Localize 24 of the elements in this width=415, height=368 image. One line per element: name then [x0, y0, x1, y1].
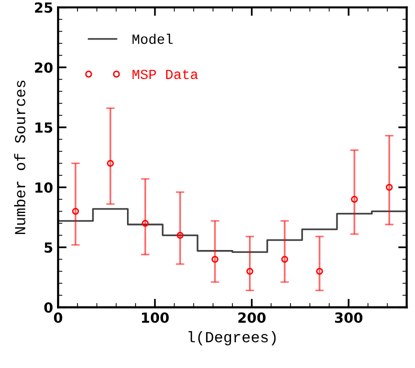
x-tick-label: 200 [238, 312, 266, 323]
y-tick-label: 15 [35, 122, 52, 133]
x-tick-label: 0 [54, 312, 62, 323]
x-tick-label: 100 [142, 312, 169, 323]
point [211, 256, 218, 263]
point [72, 208, 80, 215]
y-tick-label: 0 [44, 302, 53, 313]
x-tick-label: 300 [335, 312, 362, 323]
y-tick-label: 25 [35, 2, 52, 13]
x-axis-title: l(Degrees) [188, 331, 276, 346]
y-tick-label: 10 [35, 182, 53, 193]
point [106, 160, 114, 167]
point [386, 184, 393, 191]
point [142, 220, 149, 227]
legend-label: MSP Data [132, 70, 198, 80]
point [316, 268, 324, 275]
point [350, 196, 358, 203]
point [281, 256, 288, 263]
point [176, 232, 184, 239]
point [246, 268, 254, 275]
y-axis-title: Number of Sources [14, 80, 26, 234]
y-tick-label: 20 [35, 62, 53, 73]
y-tick-label: 5 [44, 242, 52, 253]
legend-label: Model [132, 34, 173, 44]
